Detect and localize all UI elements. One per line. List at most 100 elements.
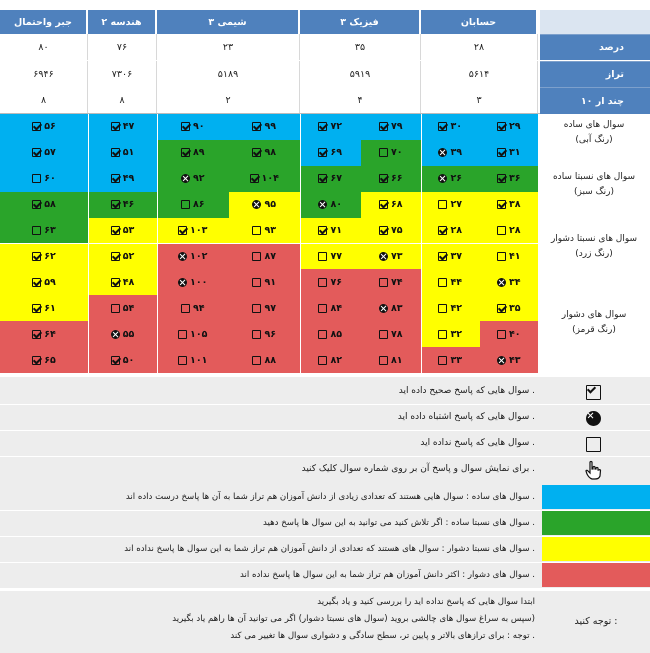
question-number[interactable]: ۹۳ bbox=[264, 225, 277, 237]
question-cell[interactable]: ۴۴ bbox=[421, 269, 480, 296]
question-number[interactable]: ۹۷ bbox=[264, 302, 277, 314]
question-cell[interactable]: ۱۰۳ bbox=[157, 217, 229, 244]
question-cell[interactable]: ۷۴ bbox=[360, 269, 421, 296]
question-number[interactable]: ۷۴ bbox=[390, 276, 403, 288]
question-number[interactable]: ۵۶ bbox=[44, 121, 56, 133]
question-number[interactable]: ۳۸ bbox=[508, 199, 521, 211]
question-cell[interactable]: ۸۰ bbox=[300, 191, 361, 218]
question-number[interactable]: ۵۲ bbox=[122, 250, 135, 262]
question-number[interactable]: ۲۸ bbox=[450, 225, 463, 237]
question-cell[interactable]: ۴۱ bbox=[479, 243, 538, 270]
question-cell[interactable]: ۷۷ bbox=[300, 243, 361, 270]
question-cell[interactable]: ۸۲ bbox=[300, 347, 361, 373]
question-number[interactable]: ۳۷ bbox=[450, 250, 463, 262]
question-cell[interactable]: ۹۳ bbox=[228, 217, 300, 244]
question-cell[interactable]: ۳۹ bbox=[421, 139, 480, 166]
question-number[interactable]: ۶۶ bbox=[390, 173, 403, 185]
question-number[interactable]: ۳۱ bbox=[508, 147, 521, 159]
question-cell[interactable]: ۳۶ bbox=[479, 165, 538, 192]
question-number[interactable]: ۶۷ bbox=[330, 173, 343, 185]
question-cell[interactable]: ۶۰ bbox=[0, 165, 88, 192]
question-cell[interactable]: ۳۷ bbox=[421, 243, 480, 270]
question-number[interactable]: ۸۶ bbox=[192, 199, 205, 211]
question-number[interactable]: ۱۰۴ bbox=[261, 173, 279, 185]
question-cell[interactable]: ۲۷ bbox=[421, 191, 480, 218]
question-cell[interactable]: ۷۳ bbox=[360, 243, 421, 270]
question-cell[interactable]: ۷۸ bbox=[360, 321, 421, 348]
question-cell[interactable]: ۸۴ bbox=[300, 295, 361, 322]
question-number[interactable]: ۵۰ bbox=[122, 354, 135, 366]
question-cell[interactable]: ۵۸ bbox=[0, 191, 88, 218]
question-cell[interactable]: ۵۲ bbox=[88, 243, 157, 270]
question-number[interactable]: ۳۲ bbox=[450, 328, 463, 340]
question-number[interactable]: ۸۲ bbox=[330, 354, 343, 366]
question-number[interactable]: ۱۰۱ bbox=[190, 354, 208, 366]
question-cell[interactable]: ۹۷ bbox=[228, 295, 300, 322]
question-number[interactable]: ۷۳ bbox=[390, 250, 403, 262]
question-cell[interactable]: ۴۲ bbox=[421, 295, 480, 322]
question-number[interactable]: ۳۰ bbox=[450, 121, 463, 133]
question-cell[interactable]: ۹۴ bbox=[157, 295, 229, 322]
question-number[interactable]: ۸۳ bbox=[390, 302, 403, 314]
question-number[interactable]: ۲۹ bbox=[508, 121, 521, 133]
question-cell[interactable]: ۷۹ bbox=[360, 114, 421, 140]
question-number[interactable]: ۳۶ bbox=[508, 173, 521, 185]
question-number[interactable]: ۷۰ bbox=[390, 147, 403, 159]
question-number[interactable]: ۷۹ bbox=[390, 121, 403, 133]
question-number[interactable]: ۴۴ bbox=[450, 276, 463, 288]
question-cell[interactable]: ۶۵ bbox=[0, 347, 88, 373]
question-cell[interactable]: ۸۷ bbox=[228, 243, 300, 270]
question-number[interactable]: ۶۹ bbox=[330, 147, 343, 159]
question-number[interactable]: ۸۹ bbox=[192, 147, 205, 159]
question-number[interactable]: ۵۹ bbox=[44, 276, 56, 288]
question-cell[interactable]: ۶۱ bbox=[0, 295, 88, 322]
question-cell[interactable]: ۷۵ bbox=[360, 217, 421, 244]
question-cell[interactable]: ۴۰ bbox=[479, 321, 538, 348]
question-cell[interactable]: ۱۰۰ bbox=[157, 269, 229, 296]
question-cell[interactable]: ۷۶ bbox=[300, 269, 361, 296]
question-cell[interactable]: ۳۱ bbox=[479, 139, 538, 166]
question-cell[interactable]: ۹۱ bbox=[228, 269, 300, 296]
question-number[interactable]: ۲۸ bbox=[508, 225, 521, 237]
question-number[interactable]: ۴۰ bbox=[508, 328, 521, 340]
question-number[interactable]: ۶۵ bbox=[44, 354, 56, 366]
question-number[interactable]: ۸۵ bbox=[330, 328, 343, 340]
question-number[interactable]: ۸۷ bbox=[264, 250, 277, 262]
question-cell[interactable]: ۷۲ bbox=[300, 114, 361, 140]
question-cell[interactable]: ۸۳ bbox=[360, 295, 421, 322]
question-number[interactable]: ۹۵ bbox=[264, 199, 277, 211]
question-number[interactable]: ۶۳ bbox=[44, 225, 56, 237]
question-number[interactable]: ۱۰۲ bbox=[190, 250, 208, 262]
question-cell[interactable]: ۶۴ bbox=[0, 321, 88, 348]
question-number[interactable]: ۴۹ bbox=[122, 173, 135, 185]
question-number[interactable]: ۲۷ bbox=[450, 199, 463, 211]
question-number[interactable]: ۵۴ bbox=[122, 302, 135, 314]
question-number[interactable]: ۳۴ bbox=[508, 276, 521, 288]
question-number[interactable]: ۳۹ bbox=[450, 147, 463, 159]
question-number[interactable]: ۴۸ bbox=[122, 276, 135, 288]
question-cell[interactable]: ۱۰۵ bbox=[157, 321, 229, 348]
question-number[interactable]: ۶۲ bbox=[44, 250, 56, 262]
question-cell[interactable]: ۷۰ bbox=[360, 139, 421, 166]
question-number[interactable]: ۸۰ bbox=[330, 199, 343, 211]
question-number[interactable]: ۴۶ bbox=[122, 199, 135, 211]
question-number[interactable]: ۶۰ bbox=[44, 173, 56, 185]
question-number[interactable]: ۷۲ bbox=[330, 121, 343, 133]
question-number[interactable]: ۱۰۳ bbox=[190, 225, 208, 237]
question-cell[interactable]: ۵۳ bbox=[88, 217, 157, 244]
question-cell[interactable]: ۶۲ bbox=[0, 243, 88, 270]
question-cell[interactable]: ۹۵ bbox=[228, 191, 300, 218]
question-number[interactable]: ۲۶ bbox=[450, 173, 463, 185]
question-number[interactable]: ۱۰۰ bbox=[190, 276, 208, 288]
question-cell[interactable]: ۴۶ bbox=[88, 191, 157, 218]
question-cell[interactable]: ۳۵ bbox=[479, 295, 538, 322]
question-cell[interactable]: ۸۶ bbox=[157, 191, 229, 218]
question-cell[interactable]: ۳۲ bbox=[421, 321, 480, 348]
question-number[interactable]: ۵۱ bbox=[122, 147, 135, 159]
question-number[interactable]: ۴۳ bbox=[508, 354, 521, 366]
question-cell[interactable]: ۴۹ bbox=[88, 165, 157, 192]
question-cell[interactable]: ۶۷ bbox=[300, 165, 361, 192]
question-number[interactable]: ۷۸ bbox=[390, 328, 403, 340]
question-cell[interactable]: ۱۰۱ bbox=[157, 347, 229, 373]
question-cell[interactable]: ۲۸ bbox=[479, 217, 538, 244]
